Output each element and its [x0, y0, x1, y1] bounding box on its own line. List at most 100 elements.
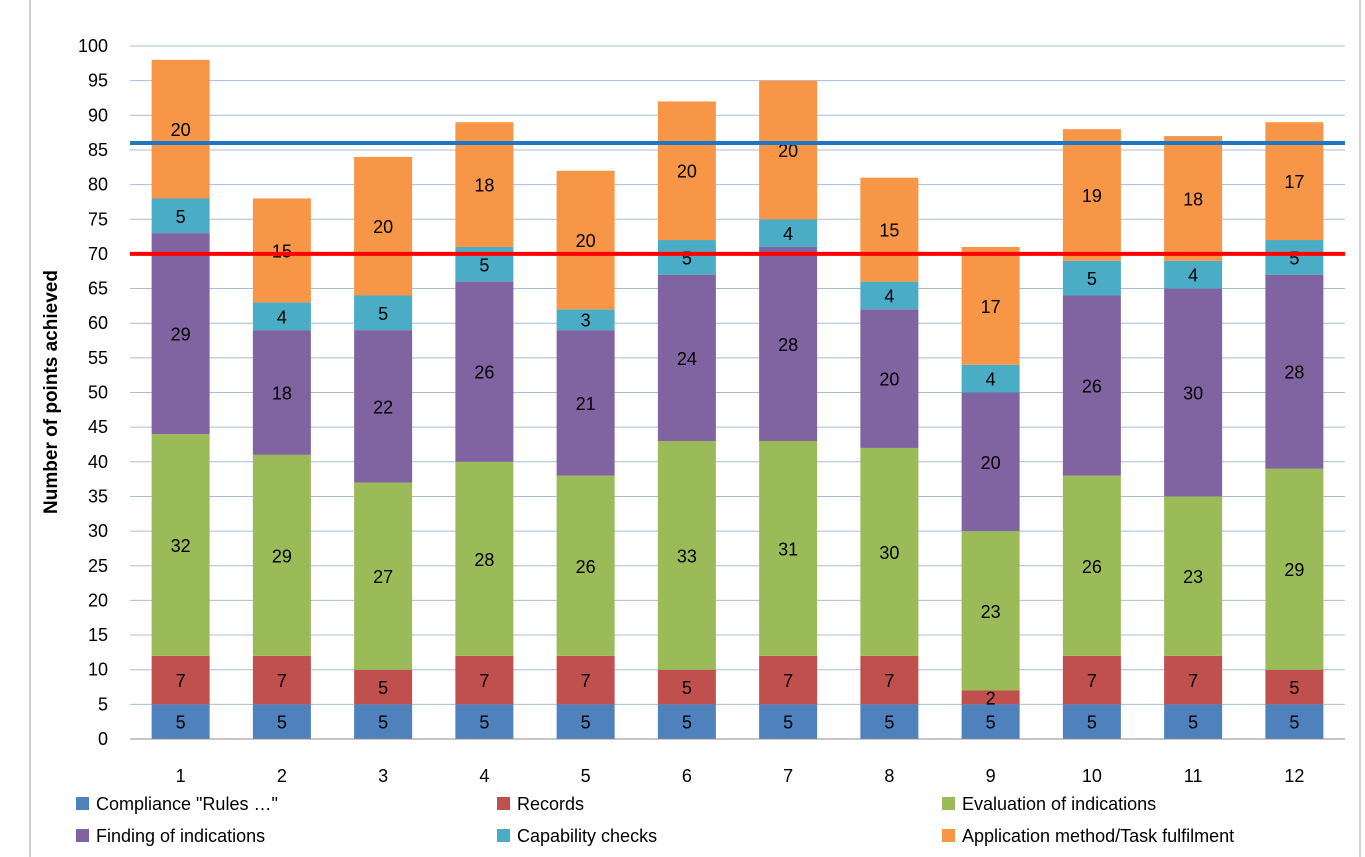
data-label: 20	[981, 453, 1001, 473]
data-label: 20	[778, 141, 798, 161]
data-label: 20	[879, 370, 899, 390]
y-tick-label: 0	[98, 729, 108, 749]
legend: Compliance "Rules …" Records Evaluation of…	[76, 794, 1234, 846]
data-label: 5	[1087, 269, 1097, 289]
data-label: 7	[277, 671, 287, 691]
y-tick-label: 75	[88, 209, 108, 229]
bar-segment	[151, 655, 210, 705]
bar-segment	[657, 669, 716, 705]
bar-segment	[860, 704, 919, 739]
bar-segment	[759, 219, 818, 247]
bar-segment	[1062, 129, 1121, 261]
data-label: 5	[783, 713, 793, 733]
y-tick-label: 40	[88, 452, 108, 472]
bar-segment	[354, 482, 413, 670]
y-tick-label: 70	[88, 244, 108, 264]
data-label: 20	[677, 162, 697, 182]
data-label: 7	[884, 671, 894, 691]
y-tick-label: 80	[88, 175, 108, 195]
data-label: 26	[1082, 377, 1102, 397]
bar-segment	[252, 330, 311, 455]
data-label: 5	[378, 304, 388, 324]
bar-segment	[1164, 655, 1223, 705]
bar-segment	[1062, 475, 1121, 656]
data-label: 29	[272, 546, 292, 566]
bar-segment	[556, 330, 615, 476]
y-tick-label: 10	[88, 660, 108, 680]
data-label: 7	[1188, 671, 1198, 691]
data-label: 26	[474, 363, 494, 383]
bar-segment	[354, 669, 413, 705]
data-label: 27	[373, 567, 393, 587]
y-tick-label: 60	[88, 313, 108, 333]
bar-segment	[860, 309, 919, 448]
legend-entry: Application method/Task fulfilment	[962, 826, 1234, 846]
y-tick-label: 30	[88, 521, 108, 541]
bar-segment	[860, 281, 919, 310]
x-tick-label: 6	[682, 766, 692, 786]
data-label: 5	[479, 255, 489, 275]
data-label: 4	[277, 307, 287, 327]
data-label: 29	[171, 325, 191, 345]
bar-segment	[1265, 669, 1324, 705]
y-tick-label: 65	[88, 279, 108, 299]
bar-segment	[151, 704, 210, 739]
legend-entry: Evaluation of indications	[962, 794, 1156, 814]
bar-segment	[455, 281, 514, 462]
bar-segment	[657, 101, 716, 241]
legend-entry: Compliance "Rules …"	[96, 794, 278, 814]
y-tick-label: 100	[78, 36, 108, 56]
bar-segment	[860, 447, 919, 656]
data-label: 28	[778, 335, 798, 355]
data-label: 5	[682, 678, 692, 698]
data-label: 5	[1087, 713, 1097, 733]
bar-segment	[1164, 288, 1223, 497]
data-label: 20	[373, 217, 393, 237]
bar-segment	[657, 274, 716, 442]
bar-segment	[961, 690, 1020, 705]
x-tick-label: 1	[176, 766, 186, 786]
legend-entry: Finding of indications	[96, 826, 265, 846]
bar-segment	[759, 80, 818, 220]
y-tick-label: 35	[88, 486, 108, 506]
bar-segment	[354, 295, 413, 331]
y-tick-label: 50	[88, 383, 108, 403]
legend-entry: Capability checks	[517, 826, 657, 846]
data-label: 30	[1183, 384, 1203, 404]
data-label: 23	[1183, 567, 1203, 587]
data-label: 5	[176, 207, 186, 227]
y-tick-label: 25	[88, 556, 108, 576]
data-label: 4	[1188, 266, 1198, 286]
data-label: 5	[176, 713, 186, 733]
bar-segment	[151, 198, 210, 234]
bar-segment	[759, 246, 818, 442]
data-label: 26	[1082, 557, 1102, 577]
bar-segment	[1164, 260, 1223, 289]
y-tick-label: 5	[98, 694, 108, 714]
data-label: 5	[479, 713, 489, 733]
bar-segment	[1265, 468, 1324, 670]
data-label: 28	[1284, 363, 1304, 383]
bar-segment	[657, 441, 716, 670]
data-label: 5	[277, 713, 287, 733]
y-tick-label: 15	[88, 625, 108, 645]
bar-segment	[252, 454, 311, 656]
data-label: 17	[1284, 172, 1304, 192]
y-tick-label: 45	[88, 417, 108, 437]
data-label: 18	[474, 176, 494, 196]
bar-segment	[860, 655, 919, 705]
bar-segment	[657, 240, 716, 275]
y-axis-label: Number of points achieved	[41, 270, 62, 514]
data-label: 5	[378, 713, 388, 733]
bar-segment	[1164, 496, 1223, 656]
bar-segment	[151, 59, 210, 199]
bar-segment	[455, 461, 514, 656]
data-label: 18	[272, 384, 292, 404]
data-label: 2	[986, 688, 996, 708]
data-label: 19	[1082, 186, 1102, 206]
data-label: 29	[1284, 560, 1304, 580]
data-label: 18	[1183, 189, 1203, 209]
data-label: 5	[1188, 713, 1198, 733]
data-label: 5	[884, 713, 894, 733]
